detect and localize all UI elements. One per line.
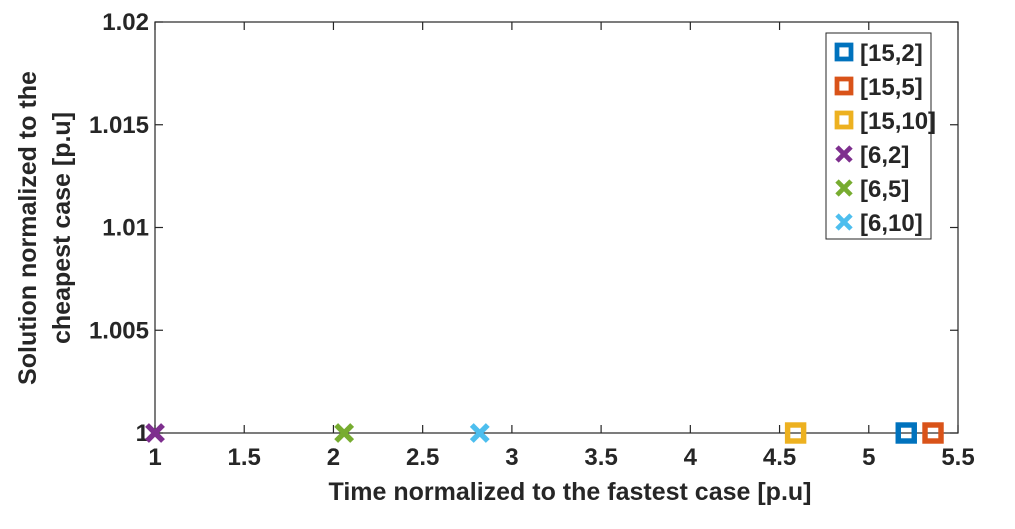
x-tick-label: 2 — [327, 444, 340, 471]
legend: [15,2] [15,5] [15,10] [6,2] [6,5] [6,10] — [825, 32, 936, 240]
legend-item: [6,10] — [835, 210, 923, 237]
x-tick-label: 4.5 — [763, 444, 796, 471]
legend-label: [15,2] — [860, 40, 923, 67]
y-tick-label: 1.015 — [89, 112, 149, 139]
square-point — [922, 422, 944, 444]
legend-item: [6,5] — [835, 176, 909, 203]
x-tick-label: 3.5 — [584, 444, 617, 471]
legend-square-icon-square — [834, 42, 854, 62]
x-tick-label: 5.5 — [941, 444, 974, 471]
x-point-stroke-b — [334, 423, 355, 443]
data-points — [145, 422, 944, 444]
x-tick-label: 2.5 — [406, 444, 439, 471]
legend-label: [15,10] — [860, 108, 936, 135]
legend-label: [6,2] — [860, 142, 909, 169]
y-tick-label: 1.01 — [102, 215, 149, 242]
square-point-square — [784, 422, 807, 444]
x-point-stroke-b — [145, 423, 165, 443]
x-tick-label: 4 — [684, 444, 698, 471]
legend-item: [6,2] — [835, 142, 909, 169]
legend-x-icon-stroke-b — [835, 179, 853, 197]
legend-label: [6,10] — [860, 210, 923, 237]
legend-item: [15,5] — [834, 74, 923, 101]
legend-x-icon-stroke-b — [835, 213, 853, 231]
legend-item: [15,10] — [834, 108, 936, 135]
x-point — [145, 423, 165, 443]
legend-box — [825, 32, 932, 240]
x-axis-label: Time normalized to the fastest case [p.u… — [329, 478, 812, 506]
y-axis-label-line-1: Solution normalized to the — [14, 71, 42, 385]
y-axis-label: Solution normalized to the cheapest case… — [14, 71, 76, 385]
legend-label: [6,5] — [860, 176, 909, 203]
x-tick-label: 1.5 — [228, 444, 261, 471]
square-point-square — [895, 422, 917, 444]
x-tick-label: 1 — [148, 444, 161, 471]
legend-x-icon — [835, 179, 853, 197]
y-axis-label-line-2: cheapest case [p.u] — [48, 112, 76, 344]
x-point — [469, 423, 490, 443]
square-point — [895, 422, 917, 444]
y-tick-label: 1.005 — [89, 317, 149, 344]
x-point-stroke-b — [469, 423, 490, 443]
x-tick-label: 5 — [862, 444, 875, 471]
legend-square-icon-square — [834, 76, 854, 96]
legend-label: [15,5] — [860, 74, 923, 101]
legend-x-icon — [835, 213, 853, 231]
x-tick-label: 3 — [505, 444, 518, 471]
y-tick-label: 1 — [136, 420, 149, 447]
legend-x-icon-stroke-b — [835, 145, 853, 163]
x-axis: 1 1.5 2 2.5 3 3.5 4 4.5 5 5.5 — [148, 22, 975, 471]
square-point-square — [922, 422, 944, 444]
square-point — [784, 422, 807, 444]
legend-square-icon-square — [834, 110, 854, 130]
plot-area — [154, 21, 959, 434]
y-tick-label: 1.02 — [102, 9, 149, 36]
x-point — [334, 423, 355, 443]
legend-square-icon — [834, 110, 854, 130]
legend-square-icon — [834, 76, 854, 96]
legend-item: [15,2] — [834, 40, 923, 67]
legend-x-icon — [835, 145, 853, 163]
legend-square-icon — [834, 42, 854, 62]
